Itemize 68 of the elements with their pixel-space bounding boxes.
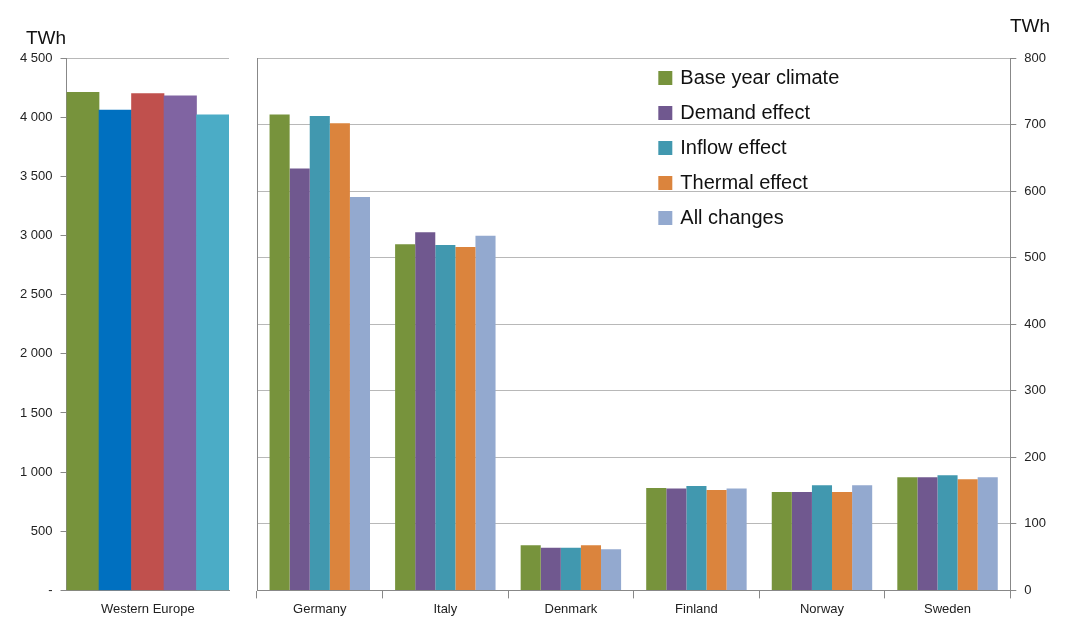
y-tick-label: - — [48, 581, 53, 597]
bar — [937, 475, 958, 590]
bar — [163, 95, 197, 591]
bar — [791, 491, 812, 590]
bar — [309, 115, 330, 590]
y-tick-label: 3 500 — [19, 167, 53, 183]
bar — [540, 547, 561, 590]
bar — [349, 197, 370, 590]
bar — [666, 488, 687, 590]
y2-tick-label: 200 — [1024, 448, 1047, 464]
y2-tick-label: 300 — [1024, 382, 1047, 398]
y2-tick-label: 400 — [1024, 315, 1047, 331]
bar — [811, 485, 833, 590]
y2-axis-title: TWh — [1009, 14, 1050, 36]
bar — [196, 114, 229, 591]
y-tick-label: 4 500 — [19, 49, 53, 65]
y-tick-label: 1 000 — [19, 463, 53, 479]
bar — [726, 488, 747, 590]
x-tick-label: Norway — [799, 600, 845, 616]
x-tick-label: Denmark — [544, 600, 598, 616]
y-tick-label: 1 500 — [19, 404, 53, 420]
bar — [646, 487, 667, 590]
y2-tick-label: 100 — [1024, 515, 1047, 531]
x-tick-label: Sweden — [924, 600, 972, 616]
bar — [329, 123, 350, 590]
y2-tick-label: 800 — [1024, 49, 1047, 65]
bar — [520, 545, 541, 590]
x-tick-label: Italy — [433, 600, 458, 616]
bar — [706, 489, 727, 590]
y-tick-label: 4 000 — [19, 108, 53, 124]
x-tick-label: Germany — [293, 600, 347, 616]
bar — [289, 168, 310, 590]
bar — [852, 485, 873, 590]
y-tick-label: 500 — [30, 522, 53, 538]
legend-label: All changes — [680, 205, 784, 228]
y2-tick-label: 700 — [1024, 116, 1047, 132]
y-tick-label: 3 000 — [19, 227, 53, 243]
legend-label: Inflow effect — [680, 135, 788, 158]
bar — [395, 244, 416, 590]
legend-label: Demand effect — [680, 100, 811, 123]
bar — [415, 232, 436, 590]
bar — [475, 235, 496, 590]
bar — [98, 109, 132, 591]
bar — [580, 545, 602, 590]
x-tick-label: Finland — [675, 600, 718, 616]
bar — [897, 477, 918, 590]
y2-tick-label: 600 — [1024, 182, 1047, 198]
bar — [269, 114, 290, 590]
y2-tick-label: 0 — [1024, 581, 1032, 597]
bar — [686, 485, 707, 590]
bar — [957, 479, 978, 590]
y-tick-label: 2 500 — [19, 286, 53, 302]
bar — [601, 549, 622, 590]
y-tick-label: 2 000 — [19, 345, 53, 361]
bar — [917, 477, 938, 590]
bar — [455, 247, 476, 590]
bar — [66, 91, 100, 591]
y2-tick-label: 500 — [1024, 249, 1047, 265]
bar — [977, 477, 998, 590]
bar — [771, 491, 792, 590]
bar — [435, 245, 456, 590]
legend-label: Base year climate — [680, 65, 840, 88]
bar — [131, 93, 165, 591]
x-tick-label: Western Europe — [100, 600, 195, 616]
bar — [832, 491, 853, 590]
bar — [560, 547, 581, 590]
y-axis-title: TWh — [26, 26, 67, 48]
legend-label: Thermal effect — [680, 170, 809, 193]
